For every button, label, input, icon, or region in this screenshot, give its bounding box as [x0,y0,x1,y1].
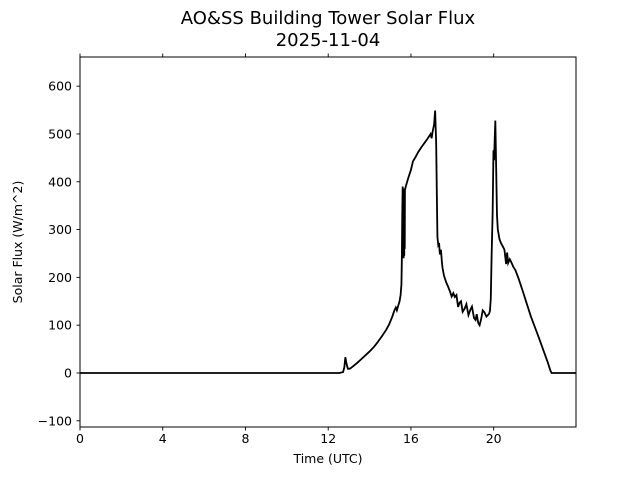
y-tick-label: 600 [48,79,72,94]
y-tick-label: 400 [48,174,72,189]
y-tick-label: 100 [48,318,72,333]
y-tick-label: 500 [48,126,72,141]
y-axis-label: Solar Flux (W/m^2) [10,181,25,304]
y-tick-label: 200 [48,270,72,285]
solar-flux-line [80,110,576,374]
x-tick-label: 0 [76,431,84,446]
plot-area: 0 4 8 12 16 20 −100 0 100 200 300 400 500 600 [38,53,577,446]
x-tick-label: 16 [403,431,419,446]
y-tick-label: 300 [48,222,72,237]
y-tick-label: 0 [64,365,72,380]
x-tick-label: 20 [486,431,502,446]
chart-title: AO&SS Building Tower Solar Flux [181,8,476,29]
x-tick-label: 4 [159,431,167,446]
plot-border [79,56,577,428]
y-tick-label: −100 [38,413,72,428]
x-axis-label: Time (UTC) [292,451,362,466]
chart-subtitle: 2025-11-04 [276,30,381,51]
x-tick-label: 8 [241,431,249,446]
x-tick-label: 12 [320,431,336,446]
